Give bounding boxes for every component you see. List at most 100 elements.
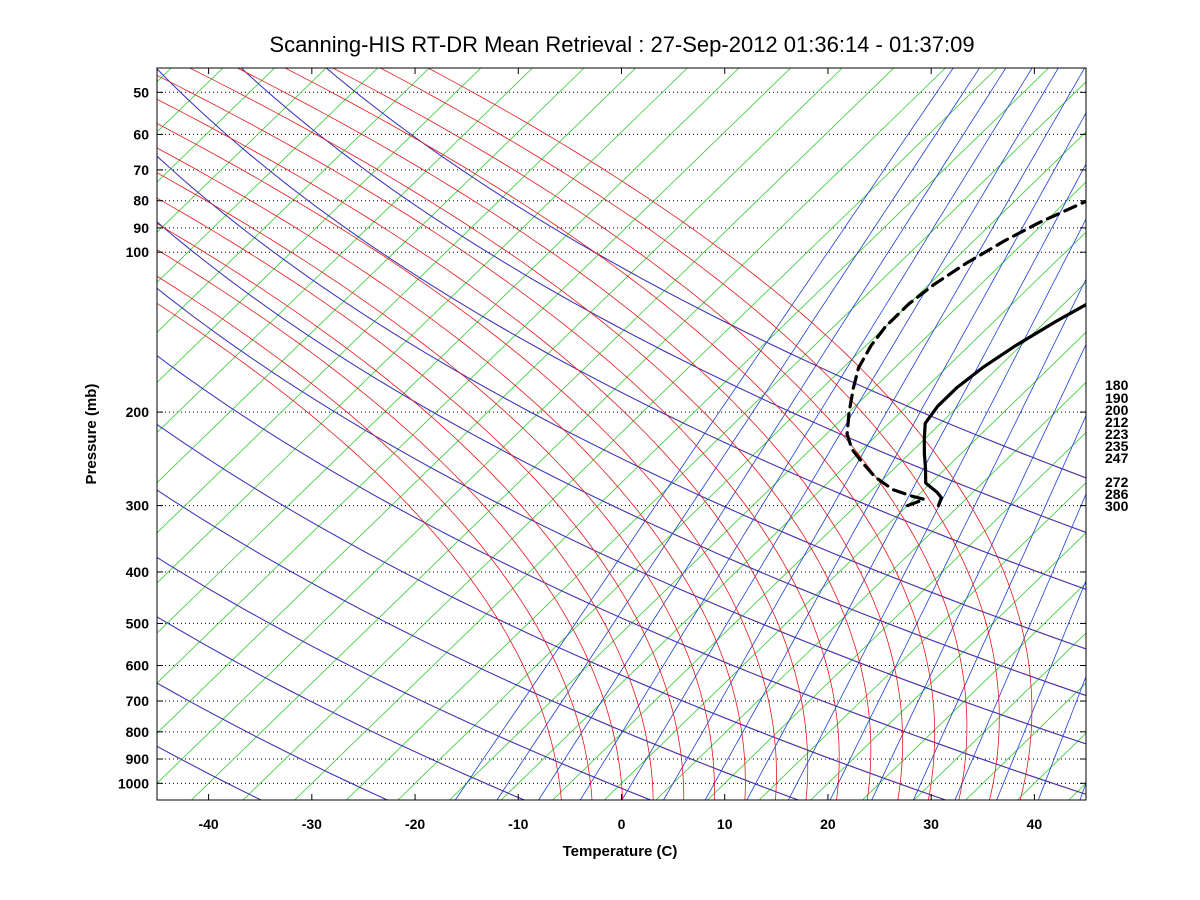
- x-tick-label--40: -40: [198, 816, 218, 832]
- blue-guide-line-2: [538, 68, 1007, 800]
- y-tick-label-100: 100: [126, 244, 150, 260]
- moist-line-6: [157, 147, 746, 800]
- moist-line-2: [157, 249, 623, 800]
- moist-line-7: [157, 123, 777, 800]
- thermo-background-lines: [157, 68, 1086, 800]
- blue-guide-line-3: [579, 68, 1033, 800]
- right-label-300: 300: [1105, 498, 1129, 514]
- y-tick-label-200: 200: [126, 404, 150, 420]
- right-label-286: 286: [1105, 486, 1129, 502]
- moist-line-15: [427, 68, 1033, 800]
- blue-guide-line-10: [871, 343, 1086, 800]
- isotherm-line--30: [294, 68, 1049, 800]
- y-tick-label-500: 500: [126, 615, 150, 631]
- moist-line-11: [237, 68, 904, 800]
- y-tick-label-900: 900: [126, 751, 150, 767]
- y-tick-label-50: 50: [133, 84, 149, 100]
- isotherm-line--60: [157, 68, 740, 634]
- isotherm-line--75: [157, 68, 585, 484]
- blue-guide-line-11: [912, 414, 1086, 800]
- dry-adiabat-blue-286: [157, 489, 800, 800]
- isotherm-line--5: [552, 281, 1086, 800]
- moist-line-4: [157, 197, 685, 800]
- right-label-212: 212: [1105, 414, 1129, 430]
- isotherm-line-20: [810, 532, 1086, 800]
- profile-temperature: [922, 302, 1086, 508]
- right-label-180: 180: [1105, 377, 1129, 393]
- dry-adiabat-blue-380: [157, 68, 1086, 590]
- y-axis-label: Pressure (mb): [83, 384, 100, 485]
- x-tick-label--30: -30: [302, 816, 322, 832]
- isotherm-line-0: [604, 331, 1086, 800]
- x-tick-label-40: 40: [1027, 816, 1043, 832]
- dry-adiabat-blue-360: [157, 155, 1086, 650]
- moist-line-13: [332, 68, 968, 800]
- dry-adiabat-blue-400: [241, 68, 1086, 534]
- y-axis-ticks: 50 60 70 80 90 100 200 300 400 500 600 700 800 900 100…: [118, 84, 1086, 791]
- x-tick-label-0: 0: [618, 816, 626, 832]
- pressure-gridlines: [157, 91, 1086, 784]
- dry-adiabat-blue-345: [157, 221, 1086, 697]
- blue-guide-line-0: [454, 68, 954, 800]
- y-tick-label-70: 70: [133, 162, 149, 178]
- moist-line-1: [157, 275, 593, 800]
- moist-line-9: [157, 74, 840, 800]
- blue-guide-line-6: [704, 112, 1086, 800]
- x-tick-label-10: 10: [717, 816, 733, 832]
- dry-adiabat-blue-260: [157, 616, 526, 800]
- isotherm-line--65: [157, 68, 688, 584]
- isotherm-line--25: [346, 81, 1086, 800]
- y-tick-label-600: 600: [126, 657, 150, 673]
- isotherm-line-5: [655, 381, 1086, 800]
- y-tick-label-1000: 1000: [118, 775, 149, 791]
- isotherm-line--35: [242, 68, 998, 800]
- isotherm-line--100: [157, 68, 327, 233]
- x-tick-label-20: 20: [820, 816, 836, 832]
- y-tick-label-300: 300: [126, 498, 150, 514]
- blue-guide-line-7: [746, 163, 1086, 800]
- isotherm-line--55: [157, 68, 791, 684]
- y-tick-label-400: 400: [126, 564, 150, 580]
- isotherm-line-15: [758, 482, 1086, 800]
- x-tick-label--10: -10: [508, 816, 528, 832]
- blue-guide-line-5: [663, 68, 1085, 800]
- right-label-200: 200: [1105, 402, 1129, 418]
- moist-line-3: [157, 223, 654, 800]
- y-tick-label-60: 60: [133, 126, 149, 142]
- blue-guide-line-12: [954, 493, 1086, 800]
- isotherm-line-30: [913, 632, 1086, 800]
- x-axis-ticks: -40 -30 -20 -10 0 10 20 30 40: [198, 68, 1042, 832]
- x-tick-label--20: -20: [405, 816, 425, 832]
- isotherm-line--15: [449, 181, 1086, 800]
- right-label-272: 272: [1105, 474, 1129, 490]
- dry-adiabat-blue-330: [157, 287, 1086, 745]
- blue-guide-line-14: [1037, 675, 1086, 800]
- moist-line-8: [157, 98, 809, 800]
- y-tick-label-800: 800: [126, 724, 150, 740]
- y-tick-label-90: 90: [133, 220, 149, 236]
- moist-line-14: [380, 68, 1000, 800]
- isotherm-line--70: [157, 68, 636, 534]
- blue-guide-line-13: [996, 579, 1086, 800]
- right-label-247: 247: [1105, 450, 1129, 466]
- moist-line-10: [189, 68, 872, 800]
- isotherm-line-25: [862, 582, 1086, 800]
- isotherm-line--20: [397, 131, 1086, 800]
- isotherm-line--90: [157, 68, 430, 333]
- blue-guide-line-8: [788, 218, 1086, 800]
- moist-line-0: [157, 302, 562, 800]
- x-axis-label: Temperature (C): [563, 843, 678, 860]
- x-tick-label-30: 30: [923, 816, 939, 832]
- isotherm-line--80: [157, 68, 533, 434]
- right-label-190: 190: [1105, 390, 1129, 406]
- isotherm-line-10: [707, 431, 1086, 800]
- blue-guide-line-9: [829, 278, 1086, 800]
- isotherm-line--50: [157, 68, 843, 734]
- moist-line-5: [157, 172, 715, 800]
- moist-line-12: [284, 68, 936, 800]
- blue-guide-line-4: [621, 68, 1059, 800]
- isotherm-line--95: [157, 68, 378, 283]
